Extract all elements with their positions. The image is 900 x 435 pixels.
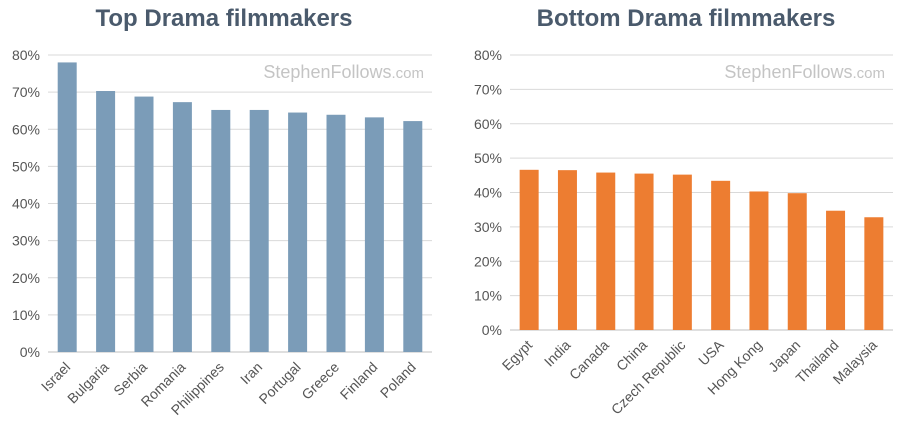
chart-top: Top Drama filmmakers 0% 10% 20% 30% 40% 50% 60%… bbox=[12, 5, 432, 418]
bar-czech-republic bbox=[672, 174, 692, 330]
bar-malaysia bbox=[864, 217, 884, 330]
y-tick-label: 0% bbox=[20, 344, 40, 360]
bar-japan bbox=[787, 193, 807, 330]
y-tick-label: 20% bbox=[12, 270, 40, 286]
chart-title: Bottom Drama filmmakers bbox=[537, 5, 836, 32]
y-tick-label: 10% bbox=[12, 307, 40, 323]
bar-egypt bbox=[519, 169, 539, 330]
y-tick-label: 60% bbox=[474, 116, 502, 132]
x-tick-label: Bulgaria bbox=[64, 359, 112, 407]
bar-usa bbox=[711, 180, 731, 330]
x-tick-label: India bbox=[541, 337, 574, 370]
x-tick-label: Portugal bbox=[256, 359, 304, 407]
y-tick-label: 40% bbox=[474, 185, 502, 201]
bar-serbia bbox=[134, 96, 154, 352]
x-tick-label: Finland bbox=[337, 359, 381, 403]
bar-india bbox=[557, 170, 577, 330]
bar-finland bbox=[364, 117, 384, 353]
bar-canada bbox=[596, 172, 616, 330]
x-tick-label: Canada bbox=[566, 337, 612, 383]
y-tick-label: 50% bbox=[474, 150, 502, 166]
bar-iran bbox=[249, 109, 269, 352]
y-tick-label: 80% bbox=[474, 47, 502, 63]
bar-poland bbox=[403, 121, 423, 353]
y-tick-label: 70% bbox=[12, 84, 40, 100]
bar-bulgaria bbox=[96, 91, 116, 352]
y-tick-label: 20% bbox=[474, 253, 502, 269]
bar-portugal bbox=[288, 112, 308, 352]
bar-china bbox=[634, 173, 654, 330]
x-tick-label: Greece bbox=[298, 359, 342, 403]
watermark: StephenFollows.com bbox=[263, 62, 424, 82]
y-tick-label: 30% bbox=[12, 233, 40, 249]
y-tick-label: 10% bbox=[474, 288, 502, 304]
chart-title: Top Drama filmmakers bbox=[96, 5, 353, 32]
bar-hong-kong bbox=[749, 191, 769, 330]
x-tick-label: Israel bbox=[38, 359, 74, 395]
y-tick-label: 70% bbox=[474, 81, 502, 97]
bar-romania bbox=[172, 102, 192, 353]
bar-philippines bbox=[211, 109, 231, 352]
x-tick-label: Iran bbox=[237, 359, 265, 387]
y-tick-label: 30% bbox=[474, 219, 502, 235]
bar-greece bbox=[326, 114, 346, 353]
x-tick-label: Egypt bbox=[499, 337, 536, 374]
watermark: StephenFollows.com bbox=[724, 62, 885, 82]
y-tick-label: 40% bbox=[12, 196, 40, 212]
y-tick-label: 80% bbox=[12, 47, 40, 63]
bar-israel bbox=[57, 62, 77, 353]
y-tick-label: 0% bbox=[482, 322, 502, 338]
y-tick-label: 60% bbox=[12, 121, 40, 137]
x-tick-label: Poland bbox=[377, 359, 419, 401]
x-tick-label: USA bbox=[695, 336, 727, 368]
chart-bottom: Bottom Drama filmmakers 0% 10% 20% 30% 40% 50%… bbox=[474, 5, 893, 417]
bar-thailand bbox=[826, 210, 846, 330]
y-tick-label: 50% bbox=[12, 158, 40, 174]
